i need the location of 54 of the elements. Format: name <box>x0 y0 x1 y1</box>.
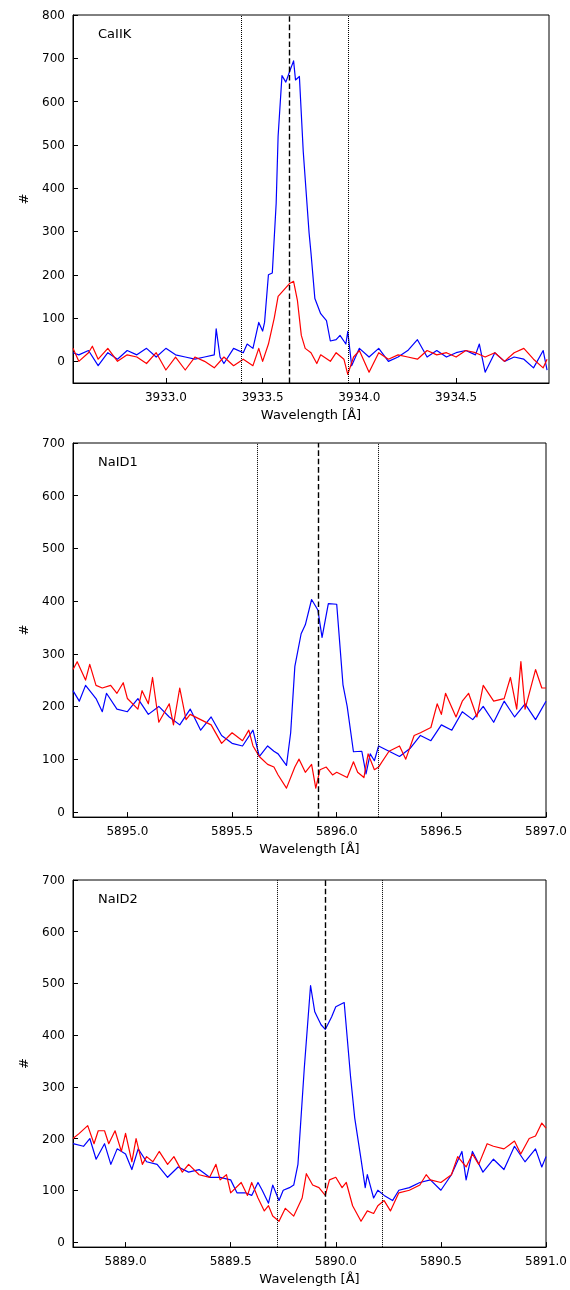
y-tick-label: 500 <box>42 976 65 991</box>
annotation: CaIIK <box>98 26 132 41</box>
x-tick-label: 5896.5 <box>420 824 463 839</box>
y-tick-label: 0 <box>57 354 65 369</box>
annotation: NaID1 <box>98 454 138 469</box>
x-tick-label: 3933.5 <box>241 390 284 404</box>
y-tick-label: 100 <box>42 752 65 767</box>
y-tick-label: 400 <box>42 594 65 609</box>
line-series <box>72 280 548 375</box>
y-tick-label: 300 <box>42 1079 65 1094</box>
annotation: NaID2 <box>98 891 138 906</box>
y-tick-label: 200 <box>42 1131 65 1146</box>
x-tick-label: 5895.5 <box>211 824 254 839</box>
y-axis-title: # <box>16 193 31 205</box>
x-tick-label: 5895.0 <box>106 824 149 839</box>
y-tick-label: 100 <box>42 311 65 326</box>
line-series <box>72 1122 547 1222</box>
line-series <box>72 984 547 1204</box>
x-tick-label: 5889.0 <box>104 1254 147 1269</box>
y-tick-label: 400 <box>42 181 65 196</box>
x-axis-title: Wavelength [Å] <box>260 406 362 422</box>
y-tick-label: 600 <box>42 488 65 503</box>
y-tick-label: 500 <box>42 137 65 152</box>
x-tick-label: 5896.0 <box>315 824 358 839</box>
y-tick-label: 200 <box>42 699 65 714</box>
y-tick-label: 500 <box>42 541 65 556</box>
x-tick-label: 5897.0 <box>525 824 568 839</box>
y-tick-label: 400 <box>42 1028 65 1043</box>
x-axis-title: Wavelength [Å] <box>259 1271 360 1286</box>
x-tick-label: 3934.0 <box>338 390 381 404</box>
x-tick-label: 5890.0 <box>314 1254 357 1269</box>
line-series <box>72 661 547 789</box>
x-tick-label: 5889.5 <box>209 1254 252 1269</box>
y-tick-label: 300 <box>42 646 65 661</box>
x-axis-title: Wavelength [Å] <box>259 841 360 856</box>
y-tick-label: 600 <box>42 924 65 939</box>
y-axis-title: # <box>16 624 31 636</box>
y-tick-label: 600 <box>42 94 65 109</box>
line-series <box>72 598 547 775</box>
y-tick-label: 100 <box>42 1183 65 1198</box>
y-tick-label: 700 <box>42 436 65 450</box>
y-tick-label: 800 <box>42 8 65 22</box>
y-tick-label: 700 <box>42 51 65 66</box>
y-tick-label: 300 <box>42 224 65 239</box>
x-tick-label: 5891.0 <box>525 1254 568 1269</box>
x-tick-label: 3934.5 <box>435 390 478 404</box>
x-tick-label: 5890.5 <box>419 1254 462 1269</box>
y-tick-label: 0 <box>57 1234 65 1249</box>
x-tick-label: 3933.0 <box>144 390 187 404</box>
y-tick-label: 0 <box>57 804 65 819</box>
y-tick-label: 700 <box>42 873 65 887</box>
y-tick-label: 200 <box>42 267 65 282</box>
line-series <box>72 60 548 373</box>
y-axis-title: # <box>16 1058 31 1069</box>
